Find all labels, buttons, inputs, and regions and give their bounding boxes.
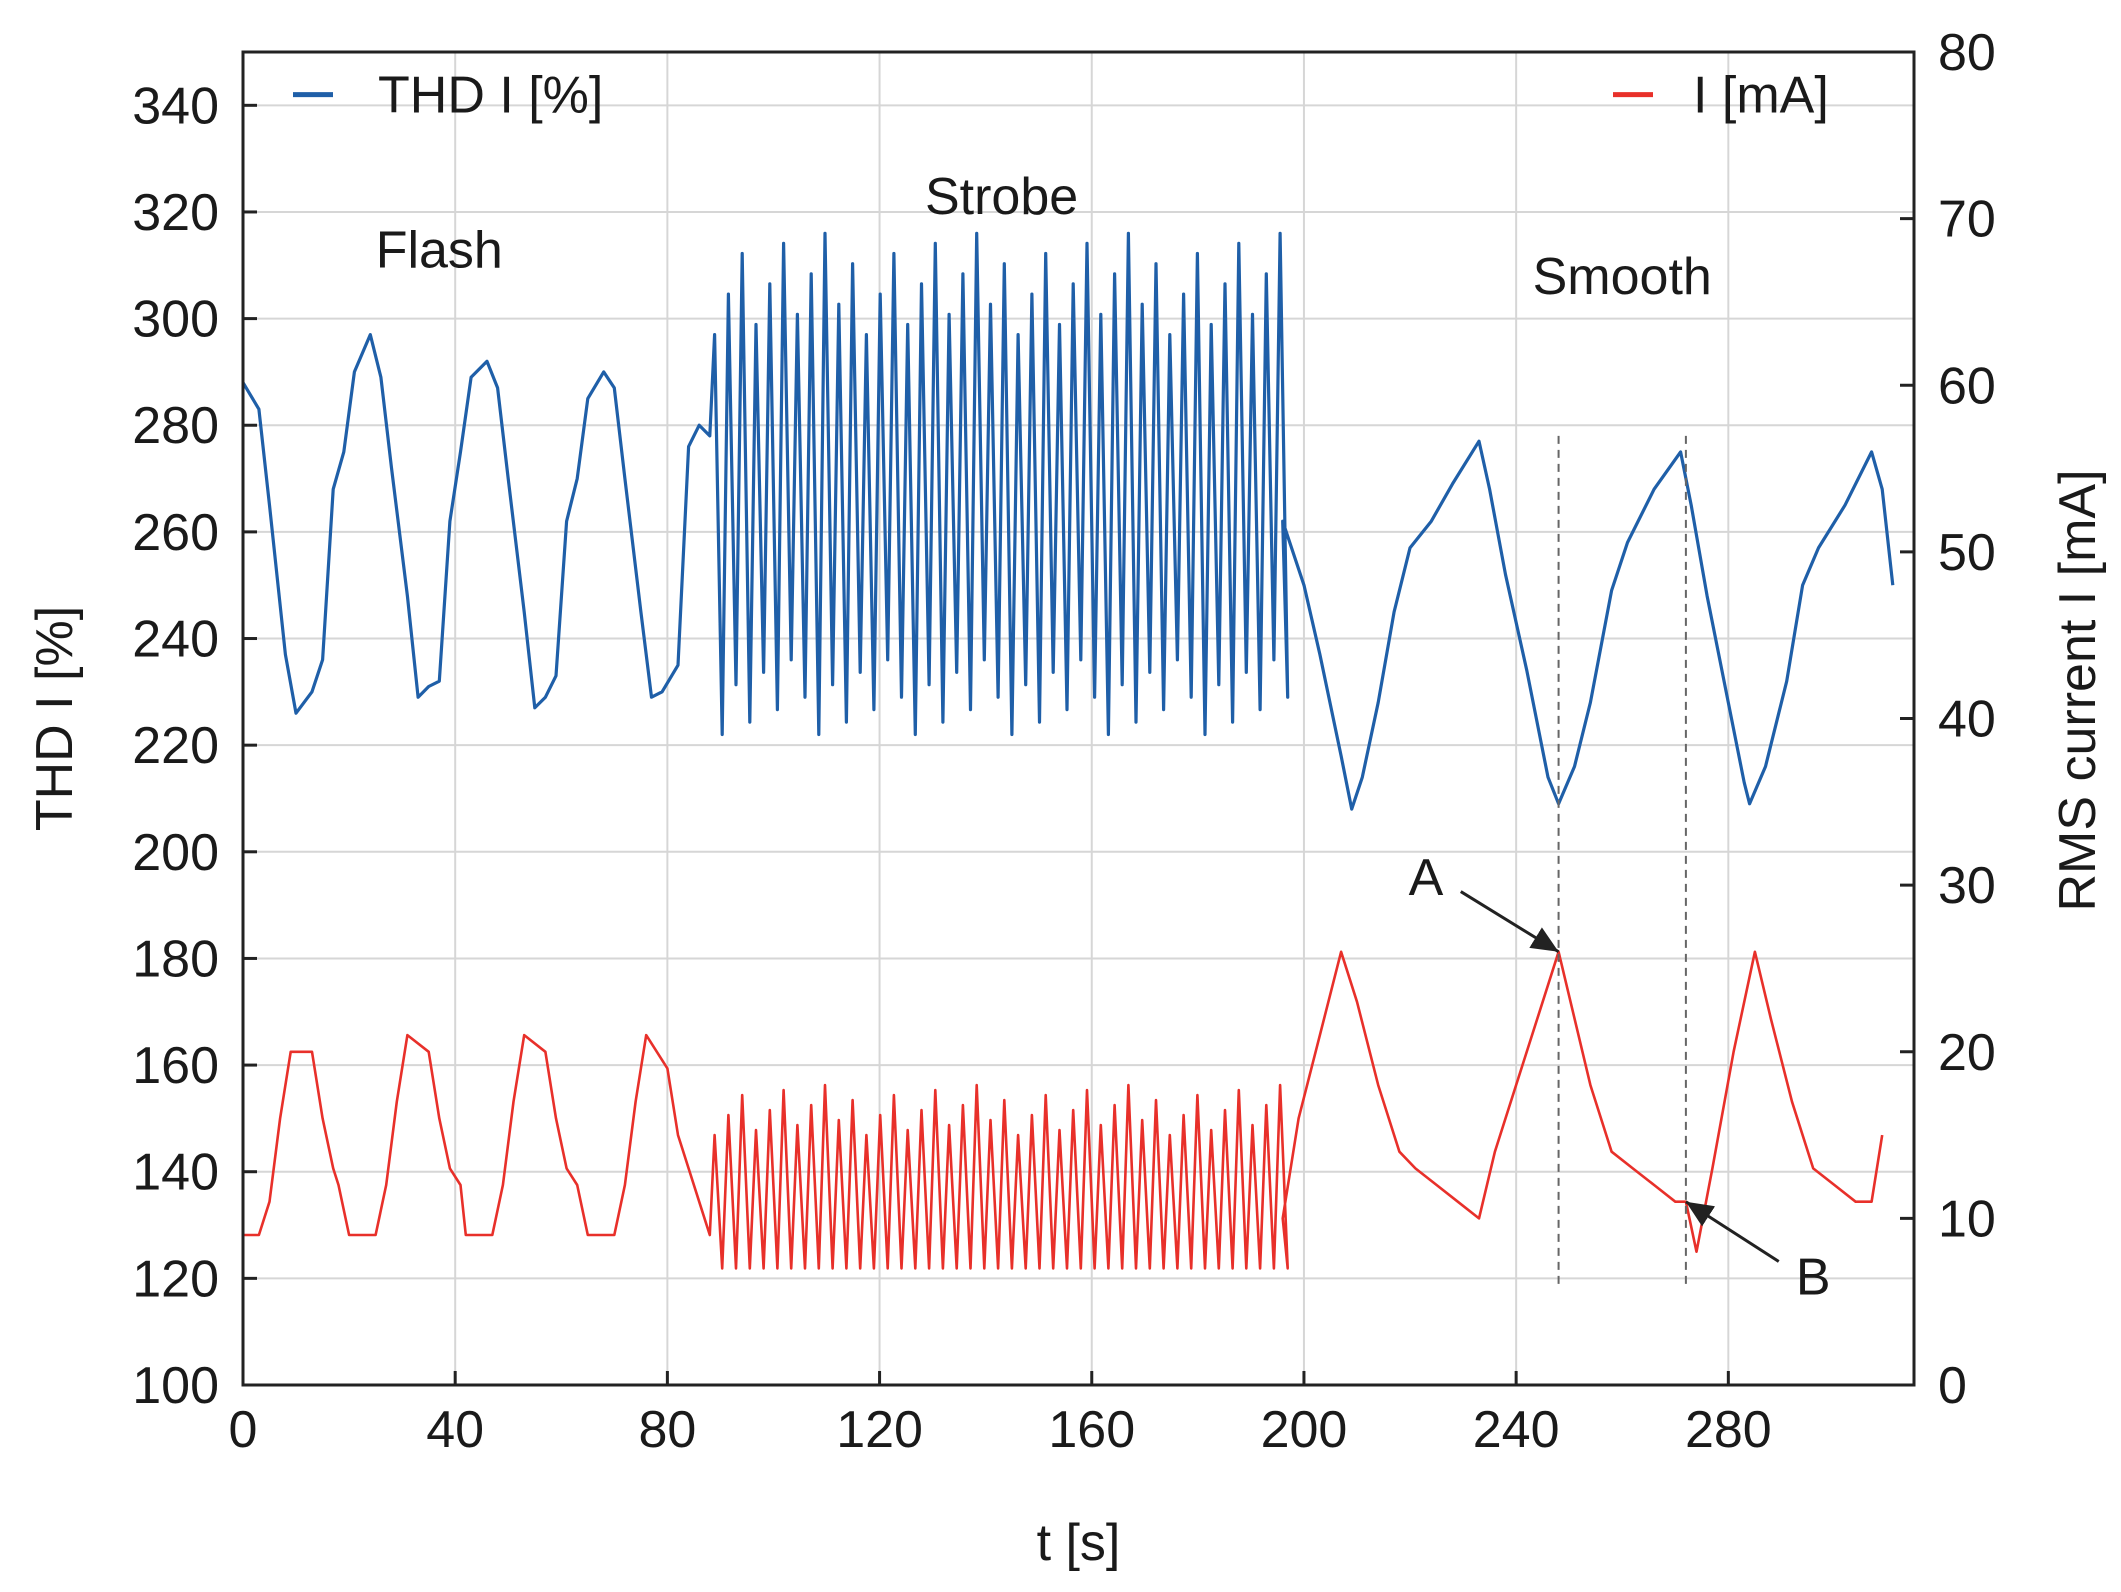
series-layer [241, 231, 1895, 1270]
right-y-tick-label: 20 [1938, 1024, 1996, 1082]
left-y-tick-label: 120 [132, 1250, 219, 1308]
x-tick-label: 200 [1261, 1401, 1348, 1459]
annotation-label: A [1409, 849, 1444, 907]
left-y-tick-label: 140 [132, 1144, 219, 1202]
x-tick-label: 120 [836, 1401, 923, 1459]
x-tick-label: 80 [638, 1401, 696, 1459]
right-y-axis-title: RMS current I [mA] [2049, 469, 2107, 911]
left-y-axis-title: THD I [%] [26, 606, 84, 831]
legend: THD I [%] I [mA] [293, 67, 1829, 125]
right-y-tick-label: 80 [1938, 24, 1996, 82]
left-y-tick-label: 280 [132, 397, 219, 455]
legend-current-label: I [mA] [1693, 67, 1829, 125]
left-y-tick-label: 300 [132, 291, 219, 349]
left-y-tick-label: 200 [132, 824, 219, 882]
mode-labels: Flash Strobe Smooth [376, 168, 1712, 306]
tick-labels: 0 40 80 120 160 200 240 28010012014016018020022… [132, 24, 1996, 1459]
annotation-arrow [1459, 890, 1560, 954]
thd-series-line [241, 231, 1895, 811]
x-tick-label: 280 [1685, 1401, 1772, 1459]
x-axis-title: t [s] [1037, 1514, 1121, 1572]
current-series-line [243, 950, 1884, 1270]
left-y-tick-label: 180 [132, 930, 219, 988]
x-tick-label: 0 [229, 1401, 258, 1459]
right-y-tick-label: 70 [1938, 191, 1996, 249]
annotation-arrow [1685, 1200, 1780, 1263]
left-y-tick-label: 240 [132, 611, 219, 669]
right-y-tick-label: 60 [1938, 357, 1996, 415]
annotation-label: B [1796, 1249, 1831, 1307]
left-y-tick-label: 160 [132, 1037, 219, 1095]
mode-label-smooth: Smooth [1533, 248, 1712, 306]
mode-label-flash: Flash [376, 221, 503, 279]
legend-thd-label: THD I [%] [378, 67, 603, 125]
x-tick-label: 40 [426, 1401, 484, 1459]
annotation-layer: AB [1409, 435, 1831, 1307]
right-y-tick-label: 0 [1938, 1357, 1967, 1415]
left-y-tick-label: 340 [132, 77, 219, 135]
right-y-tick-label: 30 [1938, 857, 1996, 915]
right-y-tick-label: 10 [1938, 1190, 1996, 1248]
x-tick-label: 160 [1048, 1401, 1135, 1459]
left-y-tick-label: 100 [132, 1357, 219, 1415]
mode-label-strobe: Strobe [925, 168, 1078, 226]
right-y-tick-label: 50 [1938, 524, 1996, 582]
left-y-tick-label: 260 [132, 504, 219, 562]
right-y-tick-label: 40 [1938, 691, 1996, 749]
x-tick-label: 240 [1473, 1401, 1560, 1459]
left-y-tick-label: 220 [132, 717, 219, 775]
left-y-tick-label: 320 [132, 184, 219, 242]
